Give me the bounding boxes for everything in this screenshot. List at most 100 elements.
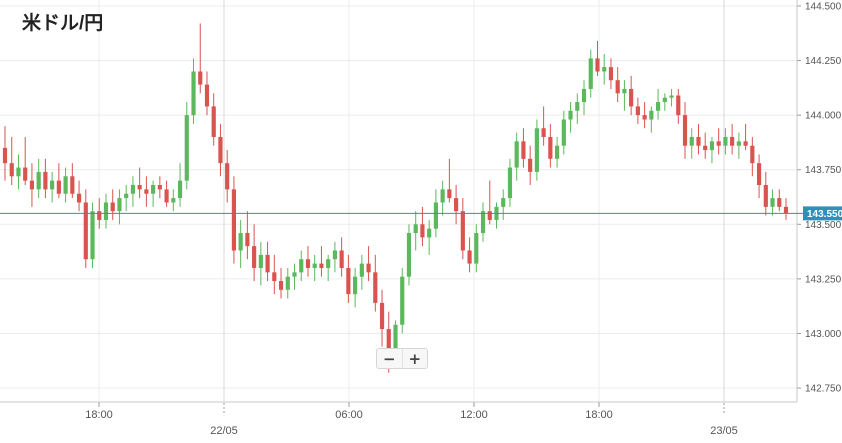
candle-body bbox=[319, 263, 324, 268]
candle bbox=[50, 171, 55, 203]
candle-body bbox=[137, 185, 142, 190]
candle-body bbox=[9, 163, 14, 177]
candle bbox=[211, 93, 216, 146]
current-price-label: 143.550 bbox=[807, 209, 842, 220]
candle-body bbox=[339, 250, 344, 268]
candle-body bbox=[440, 189, 445, 203]
candle-body bbox=[245, 233, 250, 247]
candle bbox=[43, 158, 48, 199]
candle-body bbox=[151, 185, 156, 194]
candle-body bbox=[171, 198, 176, 203]
candle-body bbox=[359, 263, 364, 277]
y-tick-label: 142.750 bbox=[805, 384, 842, 395]
y-tick-label: 143.750 bbox=[805, 165, 842, 176]
candle-body bbox=[23, 167, 28, 181]
candle-body bbox=[265, 254, 270, 273]
candle bbox=[682, 102, 688, 159]
candle bbox=[238, 219, 243, 268]
candle-body bbox=[191, 71, 196, 116]
candle bbox=[56, 163, 61, 199]
candle-body bbox=[480, 211, 486, 234]
candle-body bbox=[292, 272, 297, 277]
x-tick-label: 18:00 bbox=[85, 409, 113, 421]
candle bbox=[63, 167, 68, 203]
candle bbox=[76, 180, 82, 212]
candle-body bbox=[420, 224, 425, 238]
candle-body bbox=[218, 136, 223, 164]
candle bbox=[332, 241, 337, 273]
candle bbox=[9, 136, 14, 186]
candle bbox=[124, 185, 129, 212]
candle bbox=[191, 58, 196, 124]
candle-body bbox=[198, 71, 203, 85]
candle bbox=[635, 97, 640, 124]
candle bbox=[474, 224, 479, 273]
zoom-controls: − + bbox=[376, 348, 428, 369]
candle bbox=[480, 202, 486, 242]
candle bbox=[750, 136, 755, 177]
candle-body bbox=[454, 198, 459, 212]
candle-body bbox=[124, 193, 129, 199]
candle bbox=[581, 80, 587, 116]
candle-body bbox=[130, 185, 136, 194]
candle bbox=[373, 254, 378, 312]
candle-body bbox=[164, 189, 169, 203]
candle-body bbox=[581, 88, 587, 103]
zoom-in-button[interactable]: + bbox=[401, 349, 428, 368]
candle bbox=[649, 106, 654, 133]
candle-body bbox=[177, 180, 183, 199]
candle-body bbox=[272, 272, 277, 282]
candle-body bbox=[258, 254, 263, 268]
candle-body bbox=[750, 145, 755, 164]
candle bbox=[669, 88, 674, 107]
candle-body bbox=[548, 136, 553, 159]
candle-body bbox=[433, 202, 438, 229]
candle bbox=[507, 158, 513, 207]
candle-body bbox=[770, 198, 775, 207]
candle bbox=[575, 93, 580, 124]
candle-body bbox=[427, 228, 432, 238]
candle-body bbox=[56, 180, 61, 194]
candle bbox=[777, 189, 782, 212]
candle bbox=[541, 106, 546, 146]
date-tick-label: 22/05 bbox=[210, 425, 238, 437]
y-tick-label: 144.000 bbox=[805, 111, 842, 122]
candle bbox=[703, 132, 708, 159]
candle-body bbox=[366, 263, 371, 273]
candle bbox=[440, 180, 445, 216]
candle-body bbox=[554, 145, 560, 159]
candle bbox=[258, 241, 263, 286]
candle bbox=[763, 171, 768, 216]
candle bbox=[218, 123, 223, 177]
candle bbox=[662, 93, 667, 111]
candle-body bbox=[386, 329, 391, 360]
candle-body bbox=[514, 141, 519, 168]
candle bbox=[117, 189, 122, 225]
date-tick-label: 23/05 bbox=[710, 425, 738, 437]
candle bbox=[231, 176, 237, 264]
candle bbox=[770, 189, 775, 216]
zoom-out-button[interactable]: − bbox=[382, 349, 396, 368]
candle-body bbox=[575, 102, 580, 111]
candle bbox=[151, 180, 156, 207]
candle-body bbox=[655, 102, 661, 111]
candle-body bbox=[467, 250, 472, 264]
candle bbox=[83, 189, 88, 268]
candle-body bbox=[204, 84, 210, 107]
candle bbox=[339, 237, 344, 277]
candle bbox=[103, 193, 109, 229]
candle-body bbox=[225, 163, 230, 190]
candle-body bbox=[252, 246, 257, 268]
candle-body bbox=[703, 145, 708, 151]
candle-body bbox=[642, 115, 647, 120]
candle bbox=[528, 145, 533, 186]
candle-body bbox=[110, 202, 115, 212]
candle bbox=[420, 206, 425, 247]
candle-body bbox=[211, 106, 216, 137]
candle bbox=[427, 219, 432, 255]
candle-body bbox=[76, 193, 82, 203]
candle-body bbox=[730, 136, 735, 146]
candle bbox=[696, 123, 701, 155]
candle bbox=[353, 267, 358, 308]
